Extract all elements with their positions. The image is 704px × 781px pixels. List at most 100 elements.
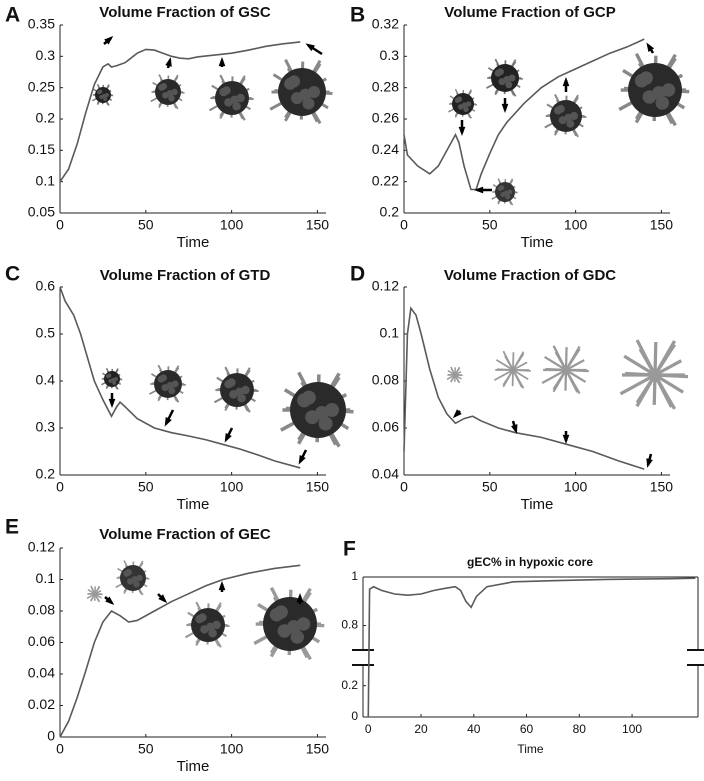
x-tick-label: 100 xyxy=(220,741,244,757)
tumor-cell xyxy=(314,406,329,421)
y-tick-label: 0.04 xyxy=(372,466,399,482)
arrow-head xyxy=(511,424,518,434)
tumor-cell xyxy=(564,113,573,122)
tumor-cell xyxy=(230,95,239,105)
tumor-cell xyxy=(301,390,316,405)
tumor-branch xyxy=(653,374,677,410)
tumor-cell xyxy=(159,374,167,382)
tumor-branch xyxy=(94,593,101,603)
arrow-head xyxy=(158,594,168,604)
x-tick-label: 0 xyxy=(56,741,64,757)
x-axis-label: Time xyxy=(177,496,210,513)
y-tick-label: 0 xyxy=(351,709,358,723)
axis-break-gap xyxy=(360,650,366,665)
tumor-branch xyxy=(565,369,587,383)
tumor-branch xyxy=(654,373,689,379)
y-tick-label: 0.32 xyxy=(372,16,399,32)
x-tick-label: 50 xyxy=(138,217,154,233)
tumor-branch xyxy=(564,369,568,391)
tumor-cell xyxy=(111,377,116,382)
tumor-cell xyxy=(131,576,139,583)
x-tick-label: 0 xyxy=(365,722,372,736)
x-tick-label: 50 xyxy=(482,217,498,233)
arrow-head xyxy=(105,596,115,605)
tumor-branch xyxy=(454,366,461,376)
data-line xyxy=(59,286,301,469)
tumor-branch xyxy=(454,374,461,384)
y-tick-label: 0.26 xyxy=(372,110,399,126)
tumor-cell xyxy=(499,185,505,191)
tumor-branch xyxy=(565,368,589,373)
x-tick-label: 150 xyxy=(306,217,330,233)
y-tick-label: 0.06 xyxy=(28,633,55,649)
chart-title: Volume Fraction of GEC xyxy=(99,526,271,543)
arrow-head xyxy=(298,455,306,465)
y-tick-label: 0.08 xyxy=(28,602,55,618)
x-axis-label: Time xyxy=(521,496,554,513)
data-line xyxy=(403,38,645,191)
y-tick-label: 0.08 xyxy=(372,372,399,388)
tumor-cell xyxy=(456,96,463,102)
panel-label: E xyxy=(5,516,19,539)
tumor-branch xyxy=(512,369,531,372)
tumor-branch xyxy=(495,359,514,371)
panel-label: A xyxy=(5,4,20,27)
y-tick-label: 0.5 xyxy=(36,325,56,341)
arrow-head xyxy=(296,593,304,603)
tumor-branch xyxy=(502,369,514,388)
arrow-head xyxy=(562,434,570,444)
panel-label: B xyxy=(350,4,365,27)
tumor-branch xyxy=(654,359,683,377)
tumor-cell xyxy=(503,190,509,196)
tumor-cell xyxy=(235,387,244,397)
x-tick-label: 40 xyxy=(467,722,481,736)
tumor-branch xyxy=(512,369,525,389)
y-tick-label: 0 xyxy=(47,728,55,744)
x-tick-label: 60 xyxy=(520,722,534,736)
arrow-head xyxy=(305,43,315,52)
x-tick-label: 100 xyxy=(220,217,244,233)
tumor-branch xyxy=(565,369,581,395)
x-tick-label: 150 xyxy=(650,217,674,233)
y-tick-label: 0.28 xyxy=(372,78,399,94)
tumor-branch xyxy=(653,341,658,376)
tumor-branch xyxy=(635,374,657,408)
x-tick-label: 100 xyxy=(220,479,244,495)
y-tick-label: 0.04 xyxy=(28,665,55,681)
tumor-cell xyxy=(496,68,504,76)
tumor-branch xyxy=(565,345,581,371)
chart-title: Volume Fraction of GSC xyxy=(99,4,271,21)
x-tick-label: 50 xyxy=(482,479,498,495)
data-line xyxy=(59,564,301,738)
x-tick-label: 80 xyxy=(573,722,587,736)
tumor-cell xyxy=(198,613,207,622)
chart-title: gEC% in hypoxic core xyxy=(467,555,593,569)
tumor-cell xyxy=(98,89,103,94)
data-line xyxy=(403,306,645,470)
tumor-cell xyxy=(125,569,133,576)
x-tick-label: 150 xyxy=(306,479,330,495)
tumor-cell xyxy=(503,76,511,84)
panel-label: D xyxy=(350,263,365,286)
arrow-head xyxy=(458,126,466,136)
y-tick-label: 0.12 xyxy=(372,278,399,294)
tumor-branch xyxy=(512,361,528,371)
tumor-cell xyxy=(556,104,565,113)
y-tick-label: 0.2 xyxy=(36,110,56,126)
tumor-branch xyxy=(638,348,657,376)
arrow-head xyxy=(562,77,570,87)
tumor-branch xyxy=(554,351,567,371)
tumor-branch xyxy=(541,369,567,384)
y-tick-label: 0.3 xyxy=(380,47,400,63)
x-tick-label: 0 xyxy=(400,217,408,233)
y-tick-label: 0.15 xyxy=(28,141,55,157)
x-tick-label: 50 xyxy=(138,479,154,495)
y-tick-label: 0.8 xyxy=(341,618,358,632)
arrow-head xyxy=(452,409,462,419)
x-axis-label: Time xyxy=(521,234,554,251)
tumor-cell xyxy=(274,605,288,619)
y-tick-label: 0.35 xyxy=(28,16,55,32)
tumor-branch xyxy=(565,359,585,371)
y-tick-label: 0.3 xyxy=(36,47,56,63)
